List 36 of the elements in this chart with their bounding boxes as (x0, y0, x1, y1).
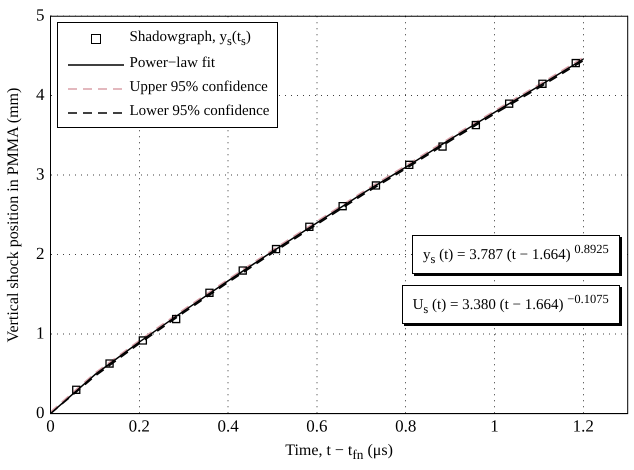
legend-label: Power−law fit (130, 54, 216, 72)
point (105, 359, 114, 368)
x-tick-label: 1 (490, 416, 499, 436)
point (138, 336, 148, 345)
point (538, 80, 547, 88)
point (472, 120, 480, 130)
legend-label: Lower 95% confidence (130, 102, 270, 120)
point (72, 386, 80, 394)
point (238, 266, 247, 275)
point (372, 181, 380, 190)
point (172, 314, 180, 324)
y-axis-title: Vertical shock position in PMMA (mm) (5, 88, 23, 342)
legend-label: Upper 95% confidence (130, 78, 268, 96)
x-axis-title: Time, t − t$_{fn}$ (μs) (285, 442, 393, 463)
point (504, 99, 514, 108)
point (405, 160, 414, 170)
y-tick-label: 3 (36, 164, 44, 184)
y-tick-label: 0 (36, 403, 44, 422)
y-tick-label: 4 (36, 85, 45, 104)
point (572, 58, 580, 68)
point (438, 142, 447, 151)
legend-label: Shadowgraph, y$_{s}$(t$_{s}$) (130, 29, 251, 50)
point (338, 202, 347, 210)
x-tick-label: 0.2 (128, 416, 150, 436)
point (272, 244, 280, 254)
y-tick-label: 5 (36, 6, 44, 25)
x-tick-label: 1.2 (572, 416, 594, 436)
x-tick-label: 0.8 (395, 416, 416, 436)
x-tick-label: 0.6 (306, 416, 328, 436)
point (205, 288, 214, 297)
y-tick-label: 1 (36, 324, 44, 343)
y-tick-label: 2 (36, 244, 44, 264)
annotation: y$_{s}$ (t) = 3.787 (t − 1.664) $^{0.8925}$ (412, 234, 620, 274)
point (305, 222, 314, 232)
annotation: U$_{s}$ (t) = 3.380 (t − 1.664) $^{−0.1075}$ (402, 284, 620, 324)
x-tick-label: 0.4 (217, 416, 240, 436)
